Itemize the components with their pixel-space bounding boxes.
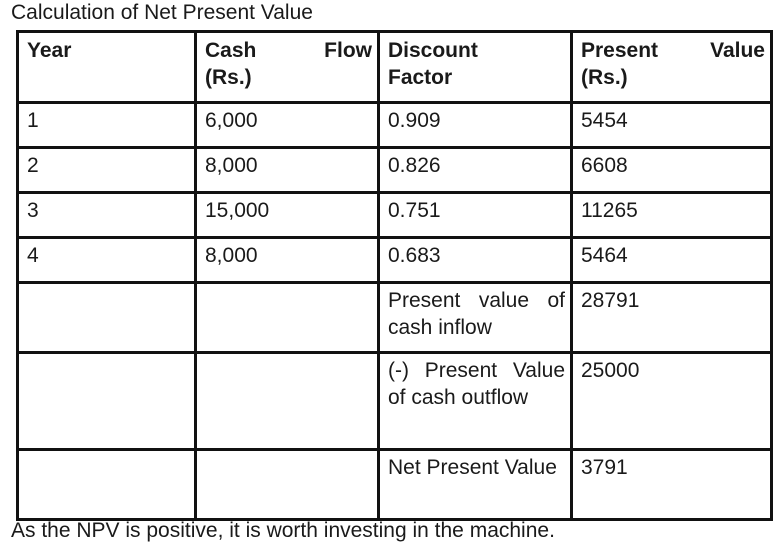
header-discount-line1: Discount [388, 39, 478, 62]
header-cash-flow: Cash Flow (Rs.) [194, 30, 380, 104]
header-present-value: Present Value (Rs.) [570, 30, 773, 104]
table-header-row: Year Cash Flow (Rs.) Discount Factor Pre… [16, 30, 773, 104]
header-present-value-unit: (Rs.) [581, 66, 628, 89]
cell-present-value: 6608 [570, 146, 773, 194]
cell-discount-factor: 0.826 [377, 146, 573, 194]
summary-row-npv: Net Present Value 3791 [16, 448, 773, 521]
summary-row-pv-inflow: Present value of cash inflow 28791 [16, 281, 773, 354]
cell-discount-factor: 0.683 [377, 236, 573, 284]
header-year: Year [16, 30, 197, 104]
pv-outflow-label: (-) Present Value of cash outflow [377, 351, 573, 451]
npv-value: 3791 [570, 448, 773, 521]
npv-table: Year Cash Flow (Rs.) Discount Factor Pre… [16, 30, 773, 521]
cell-cash-flow: 8,000 [194, 146, 380, 194]
table-caption: Calculation of Net Present Value [11, 1, 313, 24]
cell-cash-flow: 6,000 [194, 101, 380, 149]
empty-cell [194, 351, 380, 451]
empty-cell [194, 448, 380, 521]
header-discount-factor: Discount Factor [377, 30, 573, 104]
table-row: 2 8,000 0.826 6608 [16, 146, 773, 194]
cell-present-value: 11265 [570, 191, 773, 239]
pv-inflow-label: Present value of cash inflow [377, 281, 573, 354]
header-year-label: Year [27, 39, 72, 62]
npv-label: Net Present Value [377, 448, 573, 521]
cell-year: 1 [16, 101, 197, 149]
pv-inflow-value: 28791 [570, 281, 773, 354]
pv-outflow-value: 25000 [570, 351, 773, 451]
header-cash-flow-word2: Flow [324, 39, 372, 62]
header-cash-flow-line1: Cash Flow [205, 37, 372, 64]
table-row: 1 6,000 0.909 5454 [16, 101, 773, 149]
empty-cell [16, 351, 197, 451]
cell-discount-factor: 0.909 [377, 101, 573, 149]
cell-present-value: 5454 [570, 101, 773, 149]
empty-cell [16, 281, 197, 354]
cell-year: 3 [16, 191, 197, 239]
header-cash-flow-word1: Cash [205, 39, 257, 62]
header-discount-line2: Factor [388, 66, 453, 89]
cell-present-value: 5464 [570, 236, 773, 284]
header-cash-flow-unit: (Rs.) [205, 66, 252, 89]
cell-year: 4 [16, 236, 197, 284]
table-row: 4 8,000 0.683 5464 [16, 236, 773, 284]
empty-cell [194, 281, 380, 354]
cell-discount-factor: 0.751 [377, 191, 573, 239]
cell-cash-flow: 8,000 [194, 236, 380, 284]
cell-cash-flow: 15,000 [194, 191, 380, 239]
header-present-value-line1: Present Value [581, 39, 765, 62]
conclusion-text: As the NPV is positive, it is worth inve… [11, 519, 555, 542]
summary-row-pv-outflow: (-) Present Value of cash outflow 25000 [16, 351, 773, 451]
cell-year: 2 [16, 146, 197, 194]
empty-cell [16, 448, 197, 521]
table-row: 3 15,000 0.751 11265 [16, 191, 773, 239]
